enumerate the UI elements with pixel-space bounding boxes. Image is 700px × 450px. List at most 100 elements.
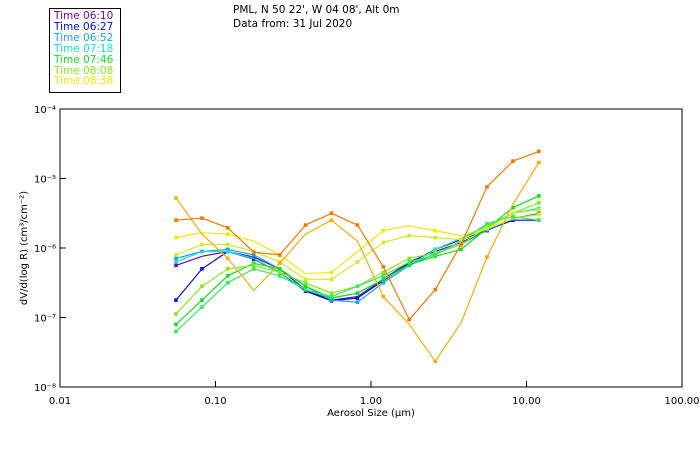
- data-point: [381, 280, 386, 285]
- y-tick-label: 10⁻⁴: [34, 105, 56, 116]
- data-point: [174, 253, 178, 257]
- data-point: [200, 267, 204, 271]
- data-point: [511, 211, 515, 216]
- x-tick-label: 1.00: [360, 396, 382, 407]
- data-point: [225, 242, 230, 247]
- data-point: [381, 228, 386, 233]
- data-point: [407, 233, 412, 238]
- data-point: [407, 262, 412, 267]
- y-tick-label: 10⁻⁵: [34, 175, 56, 186]
- data-point: [225, 256, 230, 261]
- data-point: [355, 223, 360, 227]
- data-point: [277, 267, 282, 271]
- data-point: [536, 194, 541, 198]
- x-tick-label: 0.10: [204, 396, 226, 407]
- data-point: [536, 201, 541, 205]
- data-point: [459, 242, 463, 247]
- series-10: [174, 149, 541, 322]
- data-point: [225, 280, 230, 285]
- data-point: [200, 298, 204, 302]
- series-9: [174, 160, 541, 364]
- legend-entry: Time 07:18: [54, 42, 114, 55]
- data-point: [225, 267, 230, 271]
- data-point: [329, 218, 334, 222]
- data-point: [355, 260, 360, 264]
- data-point: [355, 296, 360, 300]
- data-point: [225, 249, 230, 254]
- data-point: [329, 211, 334, 216]
- data-point: [174, 218, 178, 222]
- data-point: [433, 247, 438, 252]
- data-point: [381, 274, 386, 278]
- data-point: [303, 280, 308, 285]
- x-tick-label: 100.00: [665, 396, 700, 407]
- data-point: [277, 261, 282, 266]
- date-text: Data from: 31 Jul 2020: [233, 18, 353, 30]
- series-layer: [174, 149, 541, 364]
- data-point: [329, 294, 334, 299]
- legend-entry: Time 08:38: [54, 75, 114, 88]
- data-point: [200, 216, 204, 220]
- data-point: [485, 226, 489, 231]
- data-point: [433, 359, 438, 364]
- data-point: [277, 274, 282, 278]
- legend-entry: Time 07:46: [54, 53, 114, 66]
- data-point: [174, 260, 178, 264]
- data-point: [511, 214, 515, 219]
- legend-entry: Time 08:08: [54, 64, 114, 77]
- data-point: [277, 270, 282, 275]
- data-point: [407, 256, 412, 261]
- data-point: [381, 264, 386, 269]
- location-text: PML, N 50 22', W 04 08', Alt 0m: [233, 4, 400, 16]
- data-point: [174, 263, 178, 268]
- data-point: [225, 274, 230, 278]
- data-point: [251, 263, 256, 268]
- data-point: [433, 253, 438, 257]
- x-axis-label: Aerosol Size (µm): [327, 408, 415, 419]
- data-point: [174, 235, 178, 240]
- data-point: [536, 207, 541, 212]
- data-point: [536, 218, 541, 222]
- data-point: [485, 221, 489, 226]
- legend: Time 06:10 Time 06:27 Time 06:52 Time 07:18…: [49, 8, 121, 93]
- data-point: [536, 149, 541, 154]
- data-point: [251, 250, 256, 254]
- legend-entry: Time 06:52: [54, 31, 114, 44]
- data-point: [303, 284, 308, 289]
- data-point: [355, 284, 360, 289]
- data-point: [381, 270, 386, 275]
- data-point: [251, 261, 256, 266]
- data-point: [407, 260, 412, 264]
- data-point: [433, 235, 438, 240]
- data-point: [277, 253, 282, 257]
- data-point: [329, 270, 334, 275]
- data-point: [251, 257, 256, 261]
- data-point: [329, 298, 334, 302]
- data-point: [329, 277, 334, 282]
- data-point: [381, 277, 386, 282]
- data-point: [433, 228, 438, 233]
- data-point: [200, 242, 204, 247]
- data-point: [303, 277, 308, 282]
- chart-header: PML, N 50 22', W 04 08', Alt 0m Data fro…: [233, 3, 400, 31]
- data-point: [511, 159, 515, 163]
- data-point: [329, 291, 334, 295]
- data-point: [174, 256, 178, 261]
- data-point: [225, 226, 230, 230]
- y-axis-label: dV/d(log R) (cm³/cm⁻²): [19, 191, 30, 305]
- data-point: [225, 247, 230, 252]
- data-point: [433, 287, 438, 292]
- data-point: [536, 212, 541, 217]
- data-point: [485, 185, 489, 189]
- data-point: [485, 255, 489, 259]
- data-point: [174, 312, 178, 316]
- data-point: [174, 329, 178, 334]
- data-point: [303, 287, 308, 292]
- x-tick-label: 10.00: [512, 396, 541, 407]
- data-point: [303, 223, 308, 227]
- series-line: [175, 162, 540, 363]
- data-point: [251, 253, 256, 257]
- data-point: [381, 240, 386, 245]
- data-point: [174, 322, 178, 327]
